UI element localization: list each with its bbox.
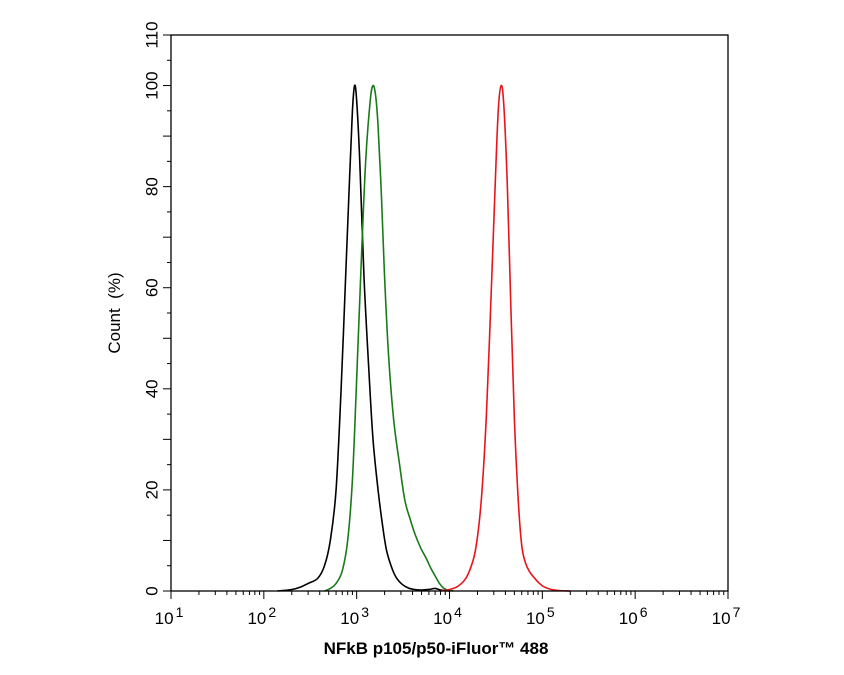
- series-line-3: [440, 84, 571, 592]
- x-tick-label: 10 6: [619, 604, 648, 628]
- series-line-2: [324, 84, 454, 592]
- x-tick-label: 10 7: [712, 604, 741, 628]
- y-tick-label: 110: [143, 21, 162, 48]
- series-layer: [277, 84, 571, 592]
- y-axis-ticks: [163, 34, 171, 592]
- y-tick-label: 100: [143, 71, 162, 99]
- plot-frame: [170, 34, 729, 592]
- x-tick-label: 10 1: [155, 604, 184, 628]
- x-tick-label: 10 2: [247, 604, 276, 628]
- y-tick-label: 0: [143, 586, 162, 595]
- y-axis-label: Count (%): [105, 272, 124, 353]
- x-axis-tick-labels: 10 1 10 2 10 3 10 4 10 5 10 6 10 7: [155, 604, 741, 628]
- x-tick-label: 10 3: [340, 604, 369, 628]
- x-axis-ticks: [170, 591, 729, 599]
- y-axis-tick-labels: 0 20 40 60 80 100 110: [143, 21, 162, 595]
- x-axis-label: NFkB p105/p50-iFluor™ 488: [324, 639, 549, 658]
- series-line-1: [277, 84, 450, 592]
- x-tick-label: 10 5: [526, 604, 555, 628]
- y-tick-label: 20: [143, 480, 162, 499]
- y-tick-label: 40: [143, 379, 162, 398]
- y-tick-label: 60: [143, 278, 162, 297]
- y-tick-label: 80: [143, 177, 162, 196]
- x-tick-label: 10 4: [433, 604, 462, 628]
